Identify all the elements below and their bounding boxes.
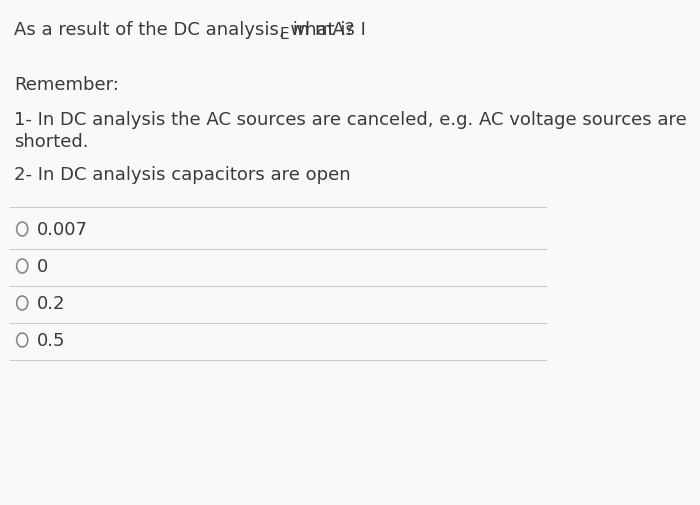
Text: shorted.: shorted. bbox=[14, 133, 89, 151]
Text: 0: 0 bbox=[36, 258, 48, 276]
Text: 0.2: 0.2 bbox=[36, 295, 65, 313]
Text: As a result of the DC analysis, what is I: As a result of the DC analysis, what is … bbox=[14, 21, 366, 39]
Text: 1- In DC analysis the AC sources are canceled, e.g. AC voltage sources are: 1- In DC analysis the AC sources are can… bbox=[14, 111, 687, 129]
Text: in mA?: in mA? bbox=[286, 21, 354, 39]
Text: 0.5: 0.5 bbox=[36, 332, 65, 350]
Text: 0.007: 0.007 bbox=[36, 221, 88, 239]
Text: 2- In DC analysis capacitors are open: 2- In DC analysis capacitors are open bbox=[14, 166, 351, 184]
Text: Remember:: Remember: bbox=[14, 76, 119, 94]
Text: E: E bbox=[279, 27, 289, 42]
